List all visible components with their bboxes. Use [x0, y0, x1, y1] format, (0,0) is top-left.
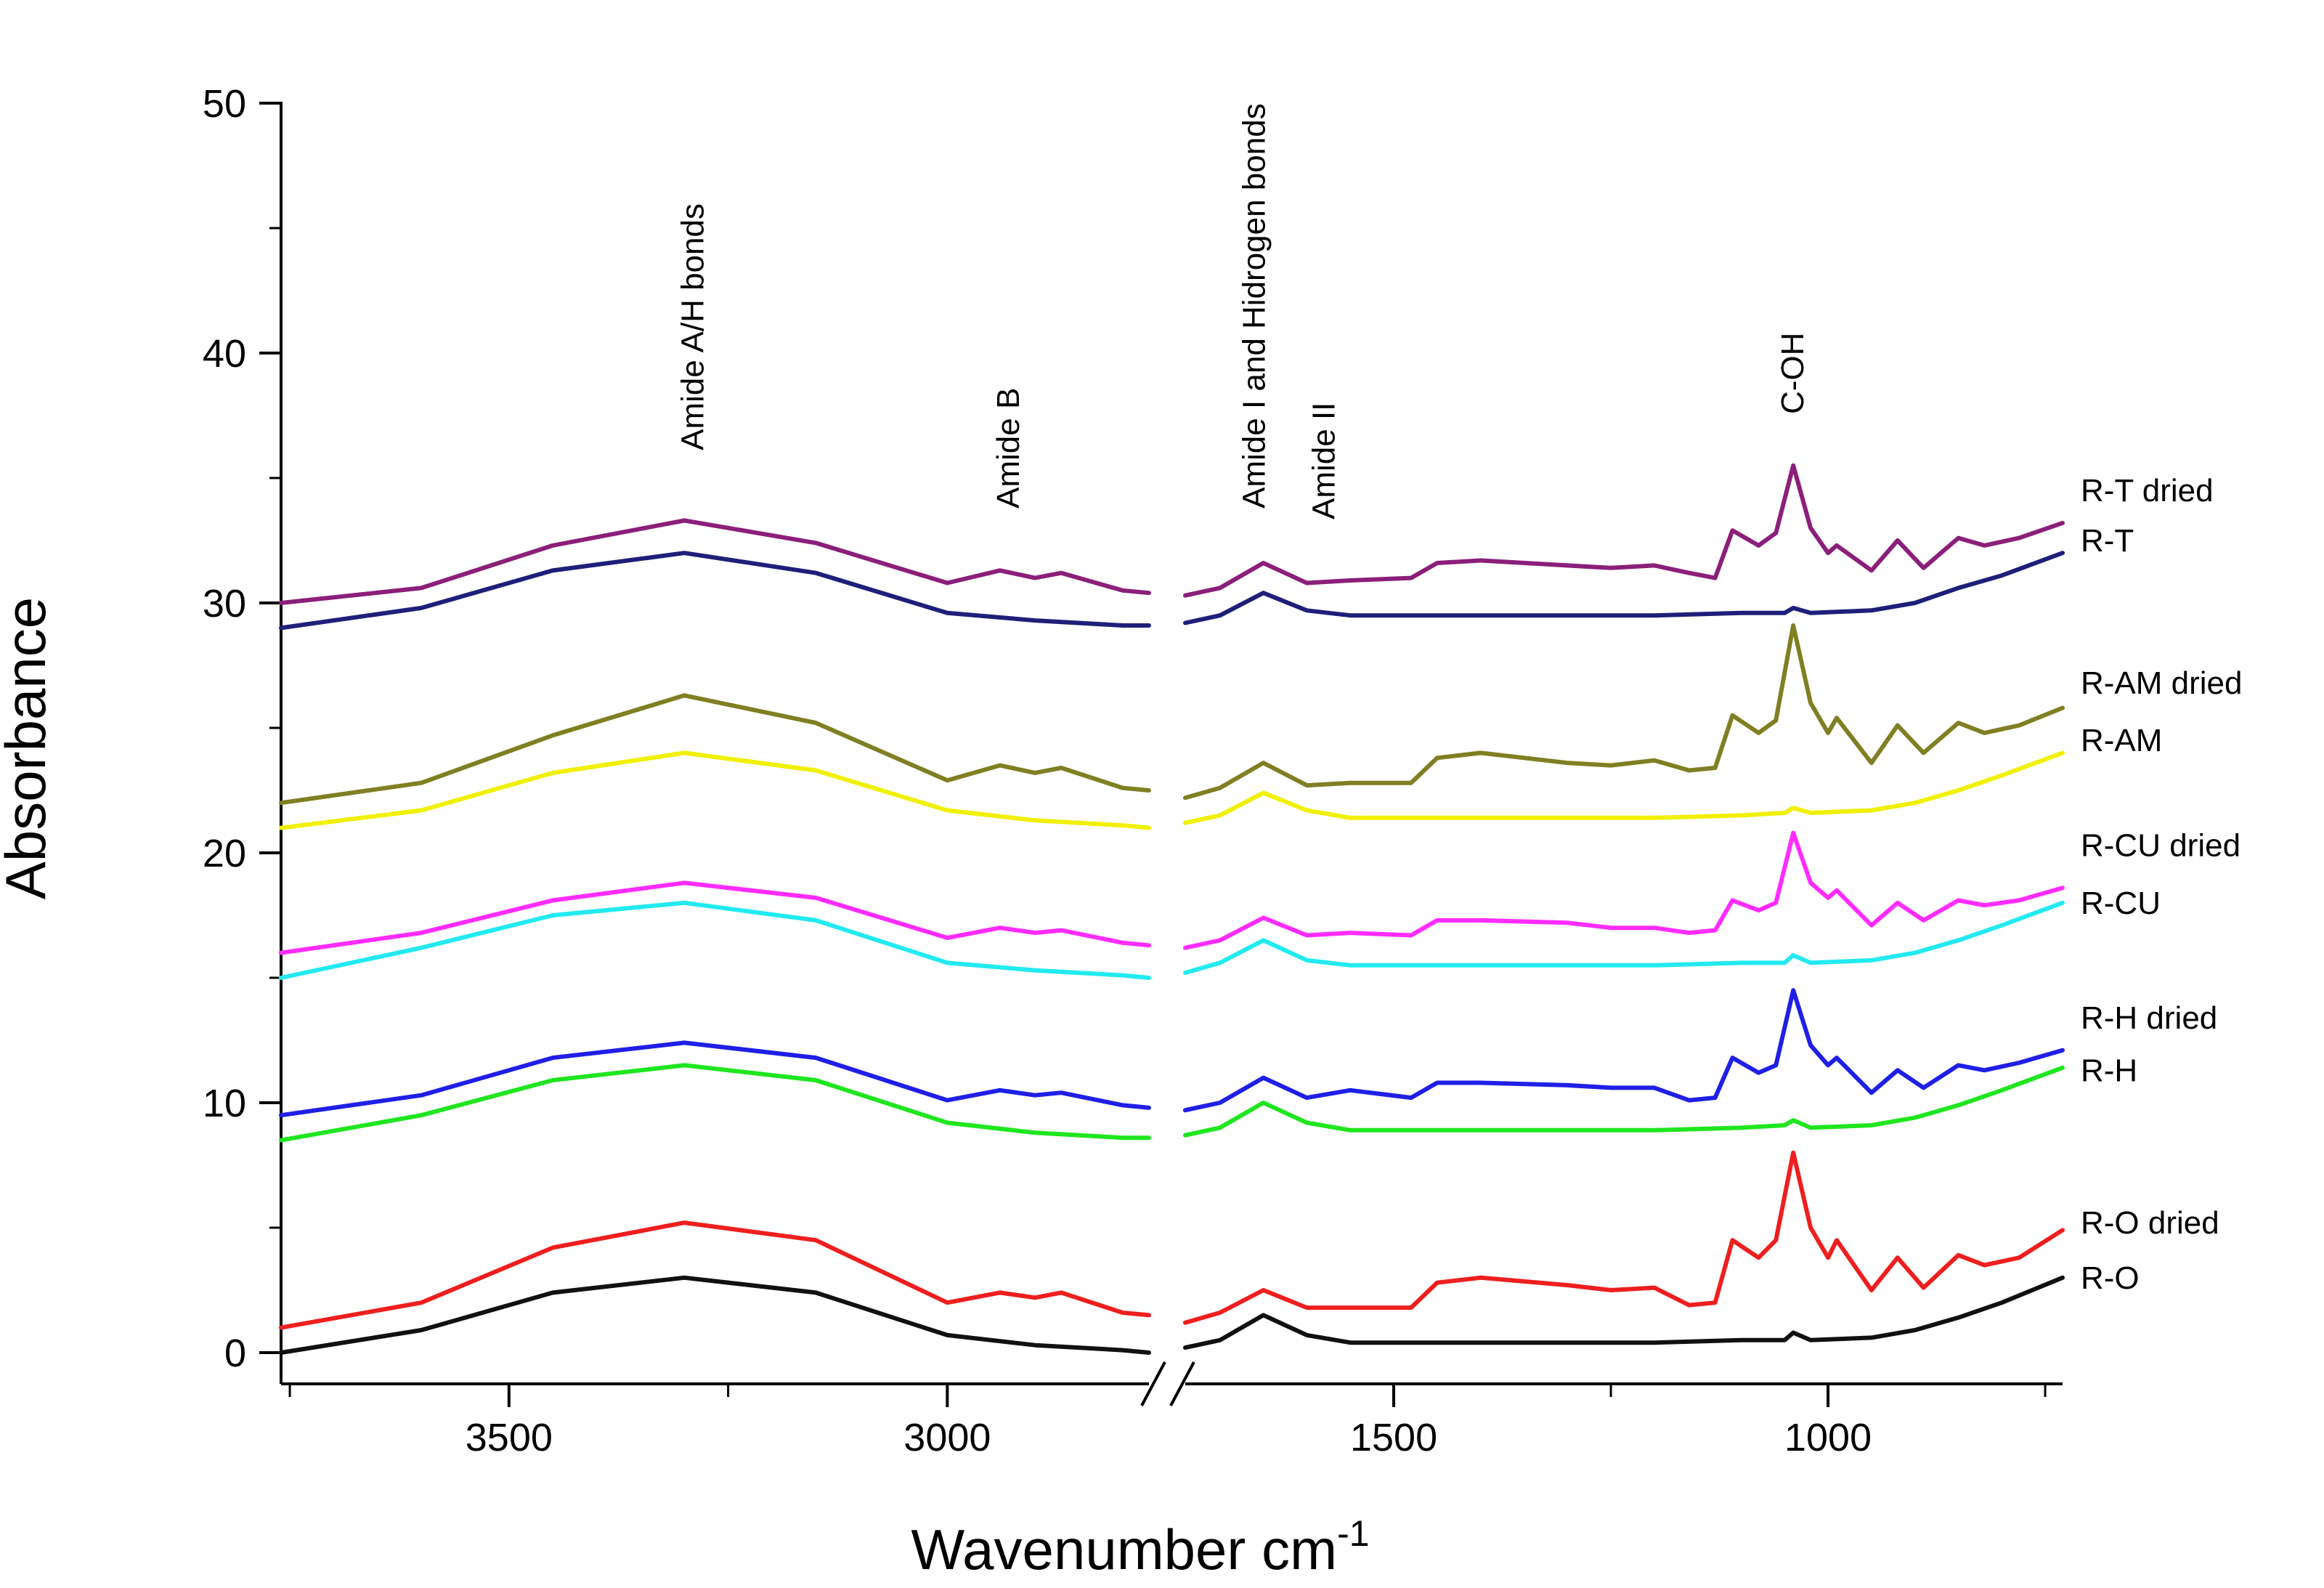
x-tick-label: 1000	[1784, 1416, 1872, 1459]
band-label: Amide II	[1306, 402, 1341, 519]
series-label: R-H dried	[2081, 1000, 2217, 1036]
series-label: R-T dried	[2081, 473, 2214, 509]
y-tick-label: 50	[203, 82, 246, 126]
axis-break-mark	[1169, 1361, 1195, 1406]
y-axis-title: Absorbance	[0, 597, 57, 899]
axes: 0 10 20 30 40 50 3500 3000 1500 1000	[203, 82, 2063, 1459]
series-label: R-CU dried	[2081, 828, 2240, 864]
series-line	[279, 1063, 1151, 1143]
series-line	[1183, 1150, 2065, 1325]
series-line	[1183, 463, 2065, 598]
band-label: C-OH	[1775, 333, 1811, 414]
x-axis-title-superscript: -1	[1337, 1513, 1369, 1554]
series-line	[1183, 830, 2065, 950]
y-tick-label: 10	[203, 1082, 246, 1125]
series-label: R-O	[2081, 1260, 2140, 1296]
series-line	[279, 551, 1151, 631]
series-line	[1183, 750, 2065, 825]
series-line	[1183, 623, 2065, 801]
band-label: Amide A/H bonds	[675, 203, 710, 450]
series-line	[279, 1040, 1151, 1118]
axis-break-mark	[1140, 1361, 1166, 1406]
x-axis-title-text: Wavenumber cm	[911, 1518, 1337, 1581]
series-label: R-AM	[2081, 723, 2162, 758]
y-tick-label: 20	[203, 832, 246, 875]
series-line	[279, 1275, 1151, 1355]
band-label: Amide I and Hidrogen bonds	[1237, 103, 1272, 509]
series-line	[1183, 1065, 2065, 1138]
band-label: Amide B	[991, 388, 1026, 509]
series-line	[1183, 551, 2065, 625]
x-tick-label: 3000	[903, 1416, 991, 1459]
x-tick-label: 3500	[466, 1416, 553, 1459]
x-tick-label: 1500	[1350, 1416, 1437, 1459]
series-line	[279, 750, 1151, 830]
series-line	[279, 900, 1151, 980]
y-tick-label: 0	[224, 1332, 246, 1375]
series-label: R-T	[2081, 523, 2134, 559]
series-line	[279, 693, 1151, 806]
series-label: R-H	[2081, 1053, 2137, 1088]
x-axis-title: Wavenumber cm-1	[911, 1513, 1369, 1581]
series-line	[279, 1220, 1151, 1330]
annotations: R-T dried R-T R-AM dried R-AM R-CU dried R-CU…	[675, 103, 2242, 1296]
y-tick-label: 30	[203, 582, 246, 625]
series-line	[279, 518, 1151, 605]
series-label: R-AM dried	[2081, 665, 2243, 701]
series-line	[1183, 988, 2065, 1113]
series-line	[1183, 1275, 2065, 1350]
series-lines	[279, 463, 2065, 1355]
series-line	[1183, 900, 2065, 976]
y-tick-label: 40	[203, 332, 246, 376]
series-label: R-O dried	[2081, 1205, 2219, 1241]
series-label: R-CU	[2081, 886, 2161, 921]
series-line	[279, 880, 1151, 955]
